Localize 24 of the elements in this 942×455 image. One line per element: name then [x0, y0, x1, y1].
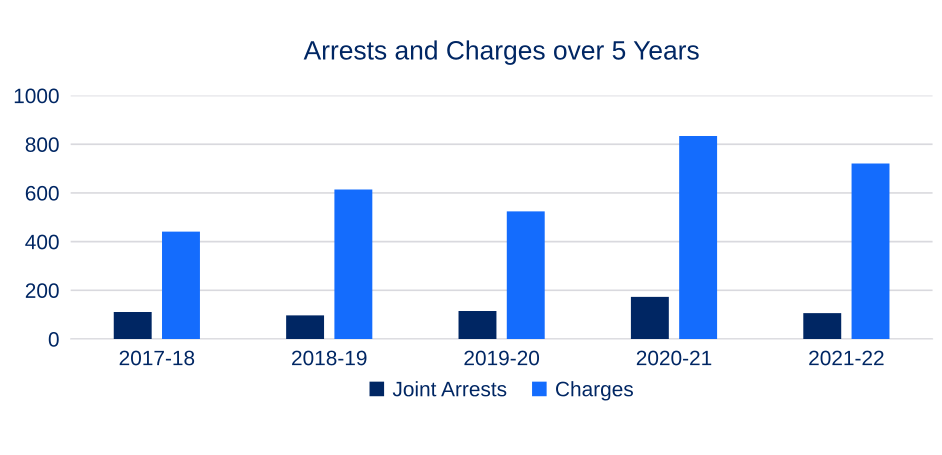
y-tick-label: 200	[26, 283, 59, 298]
x-tick-label: 2018-19	[292, 350, 366, 366]
x-tick-label: 2021-22	[809, 350, 884, 366]
x-tick-label: 2020-21	[636, 350, 712, 366]
chart-title: Arrests and Charges over 5 Years	[304, 40, 699, 65]
y-tick-label: 400	[25, 234, 59, 250]
x-tick-label: 2017-18	[120, 350, 194, 366]
y-tick-label: 1000	[14, 88, 59, 104]
bar	[852, 163, 890, 339]
legend-label: Joint Arrests	[392, 381, 506, 396]
y-tick-label: 600	[26, 186, 59, 201]
x-tick-label: 2019-20	[464, 350, 540, 366]
bar	[458, 310, 496, 339]
y-tick-label: 0	[48, 332, 59, 347]
y-tick-label: 800	[26, 137, 59, 152]
bar	[334, 190, 372, 339]
bar	[506, 211, 545, 339]
bar	[114, 312, 152, 339]
bar	[286, 315, 324, 339]
bar	[630, 296, 669, 339]
bar	[162, 232, 200, 339]
bar	[679, 136, 718, 339]
bar	[803, 313, 842, 339]
legend-label: Charges	[556, 381, 633, 401]
